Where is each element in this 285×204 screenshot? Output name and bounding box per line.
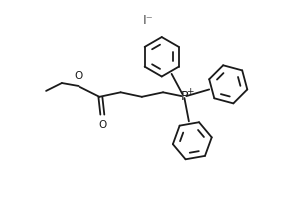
Text: P: P (181, 90, 188, 103)
Text: +: + (186, 87, 194, 96)
Text: I⁻: I⁻ (142, 14, 153, 27)
Text: O: O (98, 121, 107, 131)
Text: O: O (75, 71, 83, 81)
